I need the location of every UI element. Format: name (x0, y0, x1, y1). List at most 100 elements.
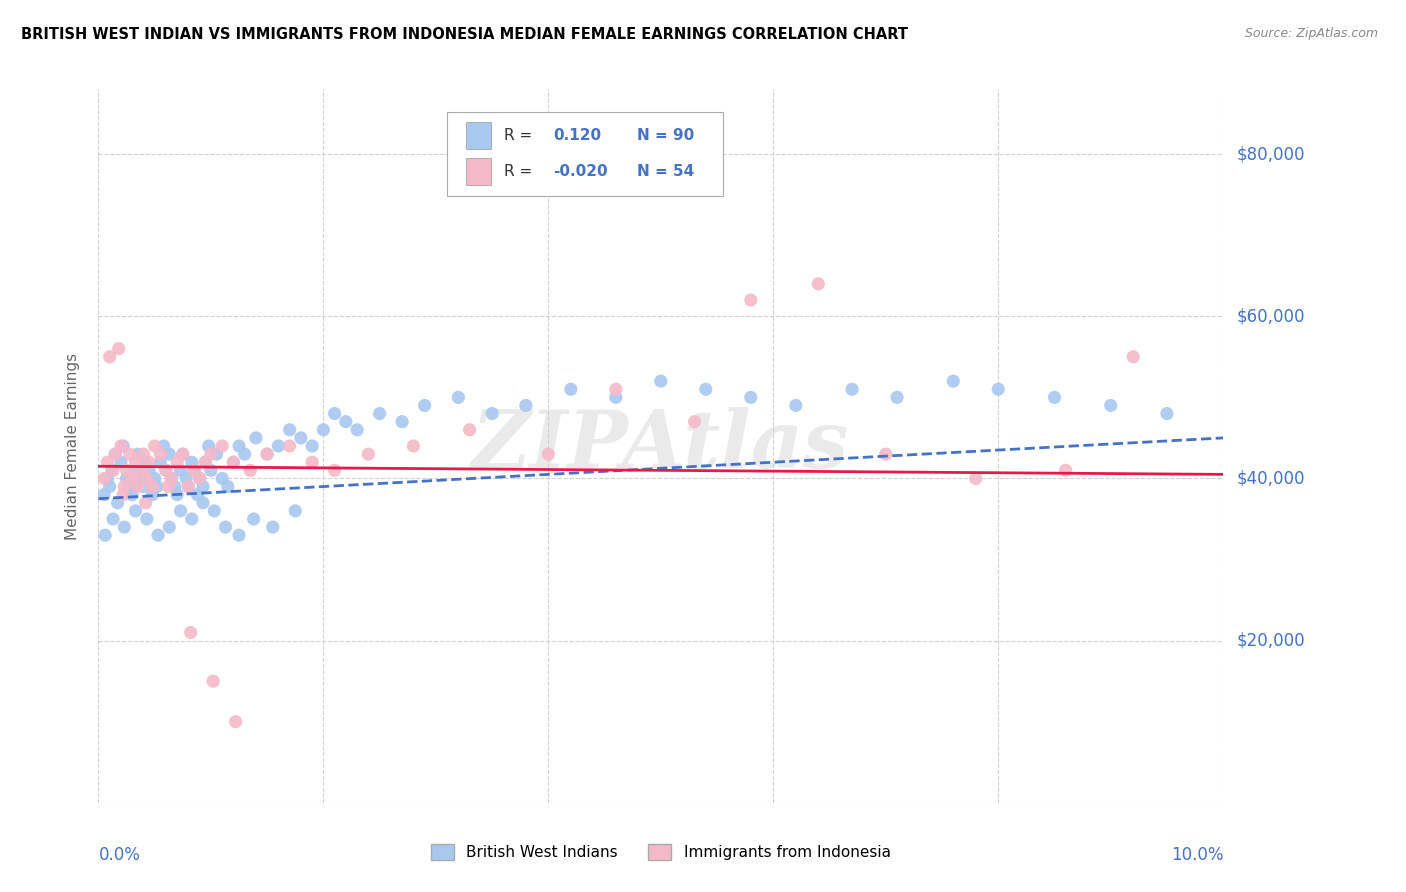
Point (605, 382, 627, 396)
Point (146, 528, 169, 542)
Point (174, 471, 197, 485)
Point (312, 423, 335, 437)
Point (112, 488, 135, 502)
Point (886, 390, 908, 404)
Point (1122, 350, 1144, 364)
Point (323, 407, 346, 421)
Point (211, 439, 233, 453)
Point (239, 463, 262, 477)
Point (200, 463, 222, 477)
Point (124, 504, 146, 518)
Point (163, 479, 186, 493)
Text: -0.020: -0.020 (553, 164, 607, 179)
Point (1099, 399, 1122, 413)
Point (222, 455, 245, 469)
Point (107, 342, 129, 356)
Point (155, 463, 177, 477)
Point (191, 496, 214, 510)
Point (157, 479, 180, 493)
Point (93, 471, 115, 485)
Point (141, 488, 163, 502)
Point (132, 447, 155, 461)
Point (110, 455, 132, 469)
Point (160, 471, 183, 485)
Text: $40,000: $40,000 (1237, 469, 1306, 487)
Point (166, 488, 188, 502)
Point (650, 374, 672, 388)
Text: Source: ZipAtlas.com: Source: ZipAtlas.com (1244, 27, 1378, 40)
Point (301, 455, 323, 469)
Point (149, 455, 172, 469)
Text: N = 54: N = 54 (637, 164, 695, 179)
Point (96, 471, 118, 485)
Point (101, 512, 124, 526)
Point (965, 471, 987, 485)
Point (146, 479, 169, 493)
Point (205, 447, 228, 461)
Point (127, 479, 149, 493)
Point (1156, 407, 1178, 421)
Point (96, 455, 118, 469)
Point (225, 714, 247, 729)
Point (110, 439, 132, 453)
Point (256, 447, 278, 461)
Point (135, 455, 157, 469)
Point (169, 463, 191, 477)
Point (256, 447, 278, 461)
Text: 10.0%: 10.0% (1171, 846, 1223, 863)
Point (191, 479, 214, 493)
Point (118, 447, 141, 461)
Point (169, 504, 191, 518)
Point (135, 496, 157, 510)
Point (101, 463, 124, 477)
Point (115, 471, 138, 485)
Point (740, 390, 762, 404)
Point (94, 528, 117, 542)
Point (278, 439, 301, 453)
Point (267, 439, 290, 453)
Point (129, 471, 152, 485)
Point (135, 512, 157, 526)
Point (152, 439, 174, 453)
Point (987, 382, 1010, 396)
Point (149, 447, 172, 461)
Point (391, 415, 413, 429)
Point (197, 439, 219, 453)
Text: 0.0%: 0.0% (98, 846, 141, 863)
Point (807, 277, 830, 291)
Point (228, 439, 250, 453)
Point (118, 479, 141, 493)
Point (284, 504, 307, 518)
Point (115, 463, 138, 477)
Legend: British West Indians, Immigrants from Indonesia: British West Indians, Immigrants from In… (425, 838, 897, 866)
Point (402, 439, 425, 453)
Point (104, 447, 127, 461)
Text: R =: R = (505, 128, 533, 143)
Point (357, 447, 380, 461)
Point (515, 399, 537, 413)
Point (214, 520, 236, 534)
Point (188, 471, 211, 485)
Point (323, 463, 346, 477)
Text: $20,000: $20,000 (1237, 632, 1306, 649)
Point (157, 520, 180, 534)
Point (157, 447, 180, 461)
Point (1043, 390, 1066, 404)
Point (93, 488, 115, 502)
Point (177, 479, 200, 493)
Point (138, 455, 160, 469)
Point (183, 463, 205, 477)
Point (194, 455, 217, 469)
Point (112, 439, 135, 453)
Point (481, 407, 503, 421)
Point (141, 479, 163, 493)
Point (112, 479, 135, 493)
Point (605, 390, 627, 404)
Point (413, 399, 436, 413)
Text: $80,000: $80,000 (1237, 145, 1306, 163)
Point (129, 463, 152, 477)
Point (245, 431, 267, 445)
Point (138, 463, 160, 477)
Point (458, 423, 481, 437)
Point (180, 512, 202, 526)
